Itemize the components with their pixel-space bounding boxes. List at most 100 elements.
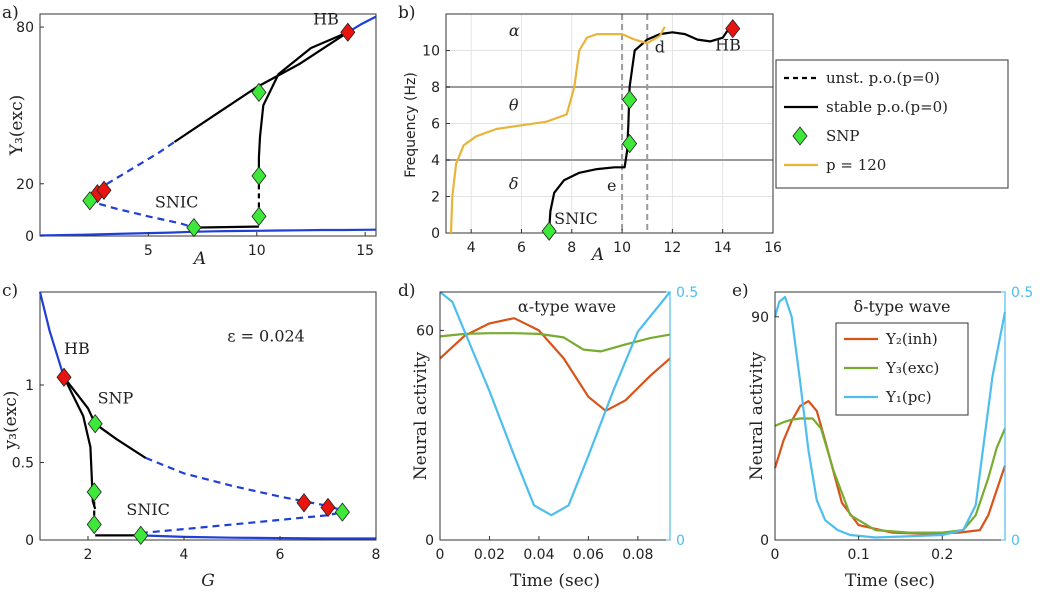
x-tick-label: 14 <box>714 240 732 256</box>
y-tick-label: 8 <box>431 80 440 96</box>
snp-marker <box>622 133 638 154</box>
panel-c-xlabel: G <box>201 571 215 591</box>
snp-marker <box>186 217 202 238</box>
x-tick-label: 2 <box>84 547 93 563</box>
x-tick-label: 8 <box>372 547 381 563</box>
snp-marker <box>622 90 638 110</box>
x-tick-label: 12 <box>663 240 681 256</box>
y-tick-label: 0.5 <box>12 456 34 472</box>
x-tick-label: 10 <box>248 243 266 259</box>
hb-marker <box>96 180 112 200</box>
y-tick-label: 20 <box>16 177 34 193</box>
panel-b-label: b) <box>398 3 416 23</box>
panel-d-series-line <box>439 317 671 412</box>
y-tick-label: 0 <box>425 533 434 549</box>
snp-marker <box>251 206 267 227</box>
panel-c-series-line <box>38 291 66 378</box>
panel-b-annotation: θ <box>509 96 519 115</box>
legend-label: Y₂(inh) <box>885 330 938 348</box>
snp-marker <box>86 514 102 535</box>
hb-marker <box>296 493 312 513</box>
snp-marker <box>133 525 149 546</box>
x-tick-label: 6 <box>517 240 526 256</box>
legend-label: stable p.o.(p=0) <box>826 98 948 116</box>
panel-b-annotation: α <box>509 21 520 40</box>
x-tick-label: 8 <box>567 240 576 256</box>
hb-marker <box>725 18 741 39</box>
panel-a-series-line <box>257 31 349 179</box>
legend-label: SNP <box>826 127 860 145</box>
snp-marker <box>86 482 102 502</box>
panel-b-ylabel: Frequency (Hz) <box>403 72 419 178</box>
panel-d-xlabel: Time (sec) <box>510 571 600 591</box>
y2-tick-label: 0.5 <box>676 285 698 301</box>
hb-marker <box>340 22 356 42</box>
hb-marker <box>320 497 336 518</box>
y-tick-label: 0 <box>25 533 34 549</box>
panel-a-series-line <box>87 199 195 229</box>
x-tick-label: 6 <box>276 547 285 563</box>
panel-d-axes <box>439 291 671 541</box>
panel-a-axes <box>39 13 377 237</box>
x-tick-label: 4 <box>180 547 189 563</box>
y-tick-label: 90 <box>751 310 769 326</box>
y-tick-label: 6 <box>431 117 440 133</box>
panel-b-annotation: d <box>655 37 665 56</box>
hb-marker <box>56 367 72 387</box>
panel-a-xlabel: A <box>192 249 206 269</box>
x-tick-label: 0 <box>436 547 445 563</box>
panel-a-ylabel: Y₃(exc) <box>7 95 27 156</box>
panel-e-title: δ-type wave <box>853 297 950 316</box>
panel-e-series-line <box>773 295 1007 539</box>
panel-d-ylabel: Neural activity <box>411 351 431 480</box>
panel-e-series-line <box>774 417 1007 534</box>
y-tick-label: 4 <box>431 153 440 169</box>
legend-label: unst. p.o.(p=0) <box>826 69 940 87</box>
panel-c-series-line <box>140 534 376 540</box>
panel-a-series-line <box>95 141 176 192</box>
panel-a-series-line <box>39 228 377 237</box>
snp-marker <box>87 414 103 434</box>
panel-e-xlabel: Time (sec) <box>845 571 935 591</box>
panel-c-axes <box>39 291 377 541</box>
y-tick-label: 1 <box>25 378 34 394</box>
y-tick-label: 80 <box>16 20 34 36</box>
panel-d-series-line <box>439 291 671 517</box>
y-tick-label: 2 <box>431 190 440 206</box>
x-tick-label: 5 <box>144 243 153 259</box>
panel-b-xlabel: A <box>590 245 604 265</box>
panel-b-series-line <box>449 26 666 234</box>
panel-e-label: e) <box>732 281 749 301</box>
panel-a-label: a) <box>2 3 19 23</box>
y-tick-label: 10 <box>422 44 440 60</box>
snp-marker <box>541 221 557 241</box>
legend-label: p = 120 <box>826 156 886 174</box>
panel-c-series-line <box>140 511 343 535</box>
y-tick-label: 0 <box>431 226 440 242</box>
y2-tick-label: 0 <box>1011 533 1020 549</box>
panel-c-ylabel: y₃(exc) <box>1 391 21 451</box>
panel-c-label: c) <box>2 281 18 301</box>
panel-c-annotation: ε = 0.024 <box>227 327 305 346</box>
x-tick-label: 0.1 <box>848 547 870 563</box>
panel-b-series-line <box>548 29 729 232</box>
snp-marker <box>82 191 98 211</box>
x-tick-label: 0.06 <box>573 547 604 563</box>
x-tick-label: 4 <box>467 240 476 256</box>
x-tick-label: 0.04 <box>523 547 554 563</box>
legend-snp-marker <box>792 126 808 146</box>
panel-e-ylabel: Neural activity <box>747 351 767 480</box>
x-tick-label: 15 <box>356 243 374 259</box>
x-tick-label: 0.02 <box>474 547 505 563</box>
x-tick-label: 10 <box>613 240 631 256</box>
snp-marker <box>251 82 267 103</box>
panel-c-series-line <box>145 456 343 512</box>
panel-b-annotation: SNIC <box>554 209 598 228</box>
panel-b-annotation: δ <box>509 174 519 193</box>
x-tick-label: 16 <box>764 240 782 256</box>
y-tick-label: 60 <box>416 323 434 339</box>
x-tick-label: 0 <box>771 547 780 563</box>
snp-marker <box>334 502 350 522</box>
y-tick-label: 0 <box>25 229 34 245</box>
